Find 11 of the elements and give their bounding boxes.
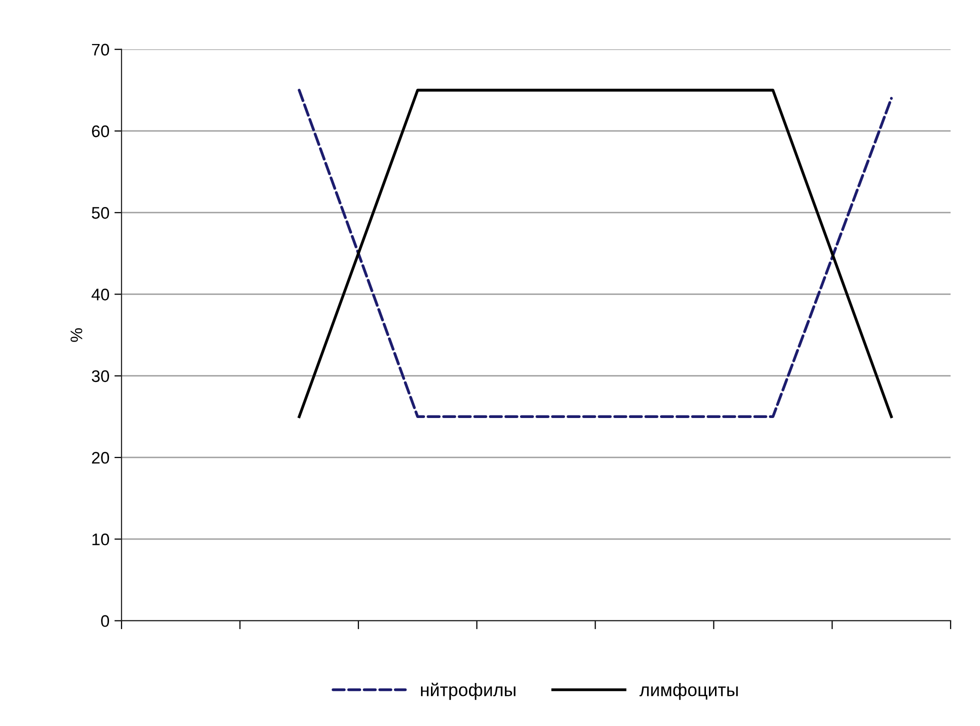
legend-label: лимфоциты xyxy=(640,683,738,700)
y-tick-label: 40 xyxy=(92,288,110,300)
y-axis-title: % xyxy=(70,328,82,342)
legend-label: нйтрофилы xyxy=(421,682,516,700)
y-tick-label: 30 xyxy=(92,370,110,382)
y-tick-label: 60 xyxy=(92,125,110,138)
y-tick-label: 20 xyxy=(92,452,110,464)
y-tick-label: 0 xyxy=(101,615,110,627)
y-tick-label: 70 xyxy=(92,44,110,56)
y-tick-label: 10 xyxy=(92,534,110,546)
y-tick-label: 50 xyxy=(92,207,110,219)
